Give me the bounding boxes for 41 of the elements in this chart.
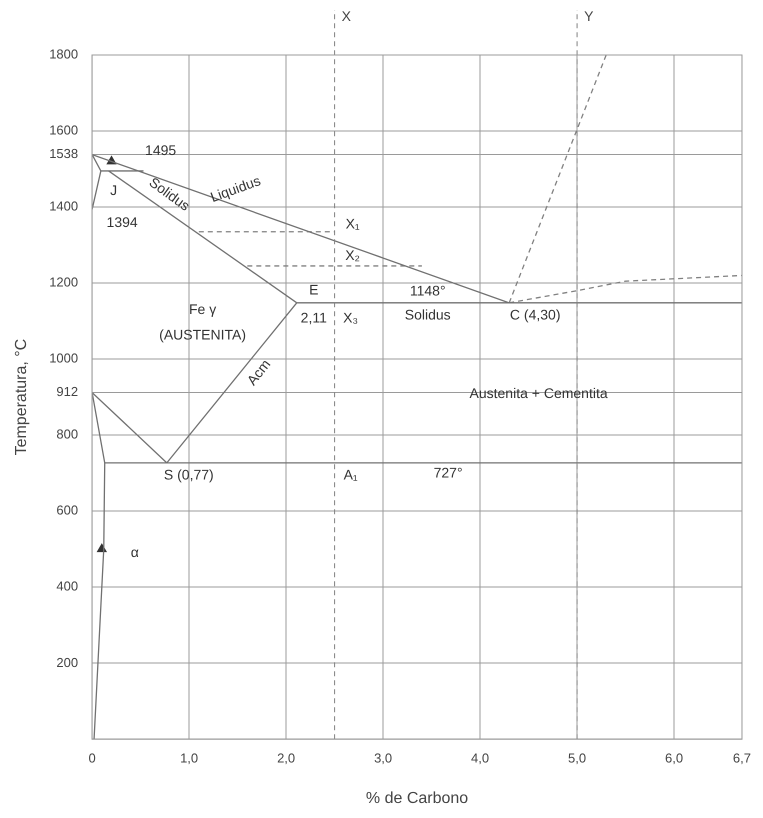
annotation: A₁ bbox=[344, 466, 358, 483]
annotation: α bbox=[130, 544, 139, 560]
annotation: Austenita + Cementita bbox=[469, 385, 608, 402]
annotation: Fe γ bbox=[188, 301, 216, 318]
y-tick-label: 400 bbox=[56, 578, 78, 594]
y-tick-label: 1400 bbox=[49, 198, 78, 214]
x-tick-label: 6,7 bbox=[732, 750, 752, 766]
x-tick-label: 6,0 bbox=[665, 750, 684, 766]
annotation: J bbox=[110, 182, 118, 198]
annotation: C (4,30) bbox=[510, 306, 560, 323]
annotation: X₃ bbox=[343, 310, 358, 326]
ref-line-label: Y bbox=[584, 8, 594, 24]
annotation: 1495 bbox=[145, 142, 176, 158]
annotation: X₁ bbox=[346, 216, 360, 232]
y-tick-label: 1600 bbox=[49, 122, 78, 138]
x-tick-label: 0 bbox=[88, 750, 96, 766]
annotation: S (0,77) bbox=[164, 466, 214, 483]
y-tick-label: 200 bbox=[56, 654, 78, 670]
y-tick-label: 1200 bbox=[49, 274, 78, 290]
y-tick-label: 1538 bbox=[49, 146, 78, 162]
y-tick-label: 600 bbox=[56, 502, 78, 518]
annotation: (AUSTENITA) bbox=[159, 326, 246, 342]
annotation: 1394 bbox=[106, 214, 138, 230]
annotation: X₂ bbox=[345, 246, 360, 263]
y-tick-label: 1800 bbox=[49, 46, 78, 62]
x-tick-label: 5,0 bbox=[568, 750, 586, 766]
annotation: 727° bbox=[434, 464, 463, 481]
annotation: E bbox=[309, 282, 318, 298]
y-tick-label: 800 bbox=[56, 426, 78, 442]
annotation: 2,11 bbox=[300, 310, 328, 326]
x-axis-title: % de Carbono bbox=[366, 790, 468, 807]
annotation: Solidus bbox=[404, 306, 451, 323]
y-tick-label: 912 bbox=[56, 384, 78, 400]
annotation: 1148° bbox=[410, 282, 446, 299]
x-tick-label: 4,0 bbox=[471, 750, 490, 766]
x-tick-label: 1,0 bbox=[180, 750, 198, 766]
x-tick-label: 2,0 bbox=[277, 750, 296, 766]
y-tick-label: 1000 bbox=[49, 350, 78, 366]
x-tick-label: 3,0 bbox=[374, 750, 392, 766]
ref-line-label: X bbox=[342, 8, 352, 24]
y-axis-title: Temperatura, °C bbox=[13, 338, 30, 456]
